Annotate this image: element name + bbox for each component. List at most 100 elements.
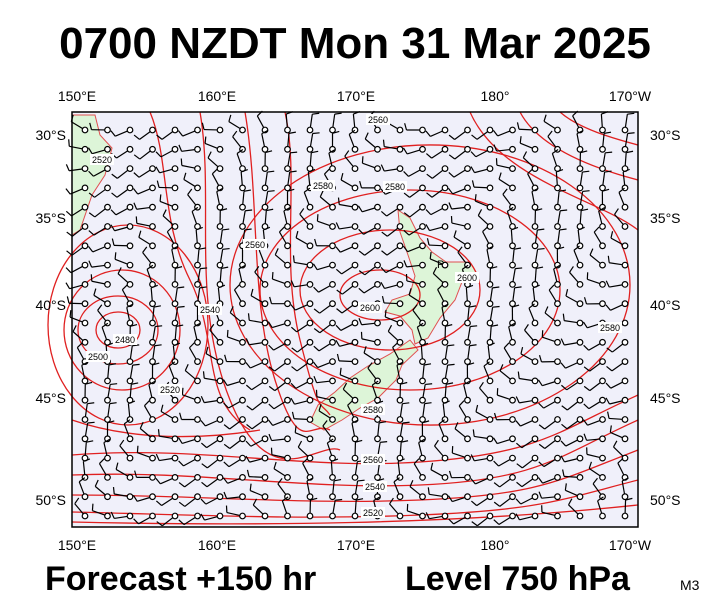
barb-station: [329, 261, 336, 269]
barb-station: [599, 300, 606, 308]
barb-staff: [541, 496, 555, 499]
barb-flag: [467, 362, 475, 366]
barb-flag: [548, 284, 555, 291]
barb-flag: [348, 129, 356, 135]
barb-flag: [381, 250, 388, 256]
barb-flag: [337, 197, 340, 205]
barb-staff: [586, 453, 600, 459]
barb-station: [486, 145, 494, 153]
barb-staff: [287, 171, 291, 186]
barb-station: [419, 358, 426, 366]
barb-staff: [219, 229, 223, 244]
barb-staff: [240, 171, 243, 186]
barb-staff: [217, 287, 221, 301]
model-code: M3: [680, 577, 700, 593]
barb-flag: [132, 363, 140, 366]
barb-station: [464, 126, 471, 134]
barb-station: [464, 338, 471, 346]
barb-station: [599, 416, 606, 423]
barb-staff: [277, 483, 287, 495]
lat-label: 35°S: [35, 210, 66, 226]
barb-staff: [332, 500, 336, 514]
barb-staff: [610, 304, 623, 311]
barb-staff: [294, 261, 308, 266]
barb-station: [306, 242, 314, 250]
barb-flag: [97, 304, 103, 311]
barb-flag: [403, 171, 409, 177]
barb-station: [239, 474, 246, 481]
barb-flag: [87, 147, 93, 154]
contour-label-box: [361, 507, 385, 518]
barb-station: [509, 184, 516, 192]
barb-staff: [264, 210, 267, 224]
barb-staff: [454, 150, 466, 160]
barb-station: [396, 396, 404, 404]
barb-flag: [86, 440, 94, 443]
barb-flag: [418, 438, 426, 444]
barb-staff: [475, 150, 488, 158]
barb-staff: [293, 418, 308, 420]
contour-label: 2560: [368, 115, 388, 125]
barb-staff: [496, 164, 510, 169]
barb-flag: [150, 284, 158, 289]
barb-station: [104, 165, 111, 173]
barb-station: [216, 242, 224, 250]
barb-flag: [538, 461, 545, 468]
barb-staff: [593, 231, 602, 244]
barb-station: [149, 203, 156, 211]
barb-staff: [107, 364, 110, 379]
contour-label-box: [243, 239, 267, 250]
barb-staff: [139, 428, 151, 438]
barb-flag: [222, 228, 230, 231]
barb-flag: [499, 364, 504, 372]
barb-flag: [332, 130, 340, 134]
contour-label: 2520: [363, 508, 383, 518]
barb-station: [306, 300, 314, 308]
barb-station: [171, 377, 179, 385]
barb-flag: [294, 425, 297, 433]
barb-station: [396, 319, 404, 327]
barb-station: [351, 338, 359, 346]
barb-staff: [319, 304, 331, 314]
barb-station: [306, 338, 314, 346]
barb-station: [126, 454, 134, 462]
barb-staff: [182, 439, 195, 444]
barb-station: [104, 145, 111, 153]
barb-flag: [99, 458, 105, 464]
barb-station: [621, 203, 629, 211]
barb-station: [374, 338, 381, 346]
barb-flag: [135, 216, 138, 224]
barb-station: [149, 435, 156, 443]
barb-station: [621, 145, 629, 153]
barb-flag: [605, 382, 612, 389]
barb-staff: [184, 478, 196, 488]
barb-flag: [155, 453, 160, 461]
barb-staff: [219, 249, 224, 263]
barb-flag: [199, 286, 207, 289]
barb-flag: [155, 166, 161, 174]
barb-flag: [65, 188, 71, 195]
barb-station: [576, 377, 584, 385]
barb-flag: [132, 188, 139, 195]
barb-flag: [173, 342, 181, 347]
barb-station: [171, 223, 179, 230]
barb-station: [464, 474, 471, 481]
barb-staff: [476, 517, 489, 527]
barb-staff: [283, 210, 288, 224]
lat-label: 35°S: [650, 210, 681, 226]
barb-staff: [587, 278, 601, 285]
barb-staff: [107, 384, 111, 398]
contour-label-box: [363, 481, 387, 492]
barb-staff: [205, 420, 218, 427]
barb-staff: [342, 388, 354, 399]
barb-staff: [364, 138, 376, 148]
barb-flag: [556, 169, 564, 173]
barb-staff: [498, 178, 511, 187]
barb-station: [576, 261, 584, 269]
barb-flag: [68, 139, 70, 147]
barb-staff: [126, 307, 131, 321]
barb-station: [216, 223, 224, 230]
barb-staff: [610, 381, 623, 389]
barb-station: [441, 358, 449, 366]
barb-flag: [246, 469, 250, 477]
